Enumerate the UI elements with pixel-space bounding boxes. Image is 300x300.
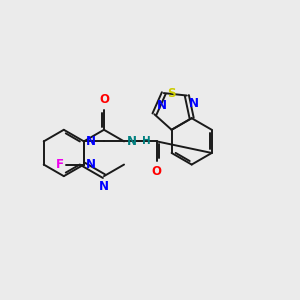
Text: N: N (86, 135, 96, 148)
Text: N: N (127, 135, 137, 148)
Text: S: S (167, 87, 176, 100)
Text: O: O (99, 93, 109, 106)
Text: N: N (99, 180, 109, 193)
Text: N: N (189, 97, 199, 110)
Text: F: F (56, 158, 64, 171)
Text: H: H (142, 136, 151, 146)
Text: O: O (152, 165, 162, 178)
Text: N: N (86, 158, 96, 171)
Text: N: N (157, 99, 167, 112)
